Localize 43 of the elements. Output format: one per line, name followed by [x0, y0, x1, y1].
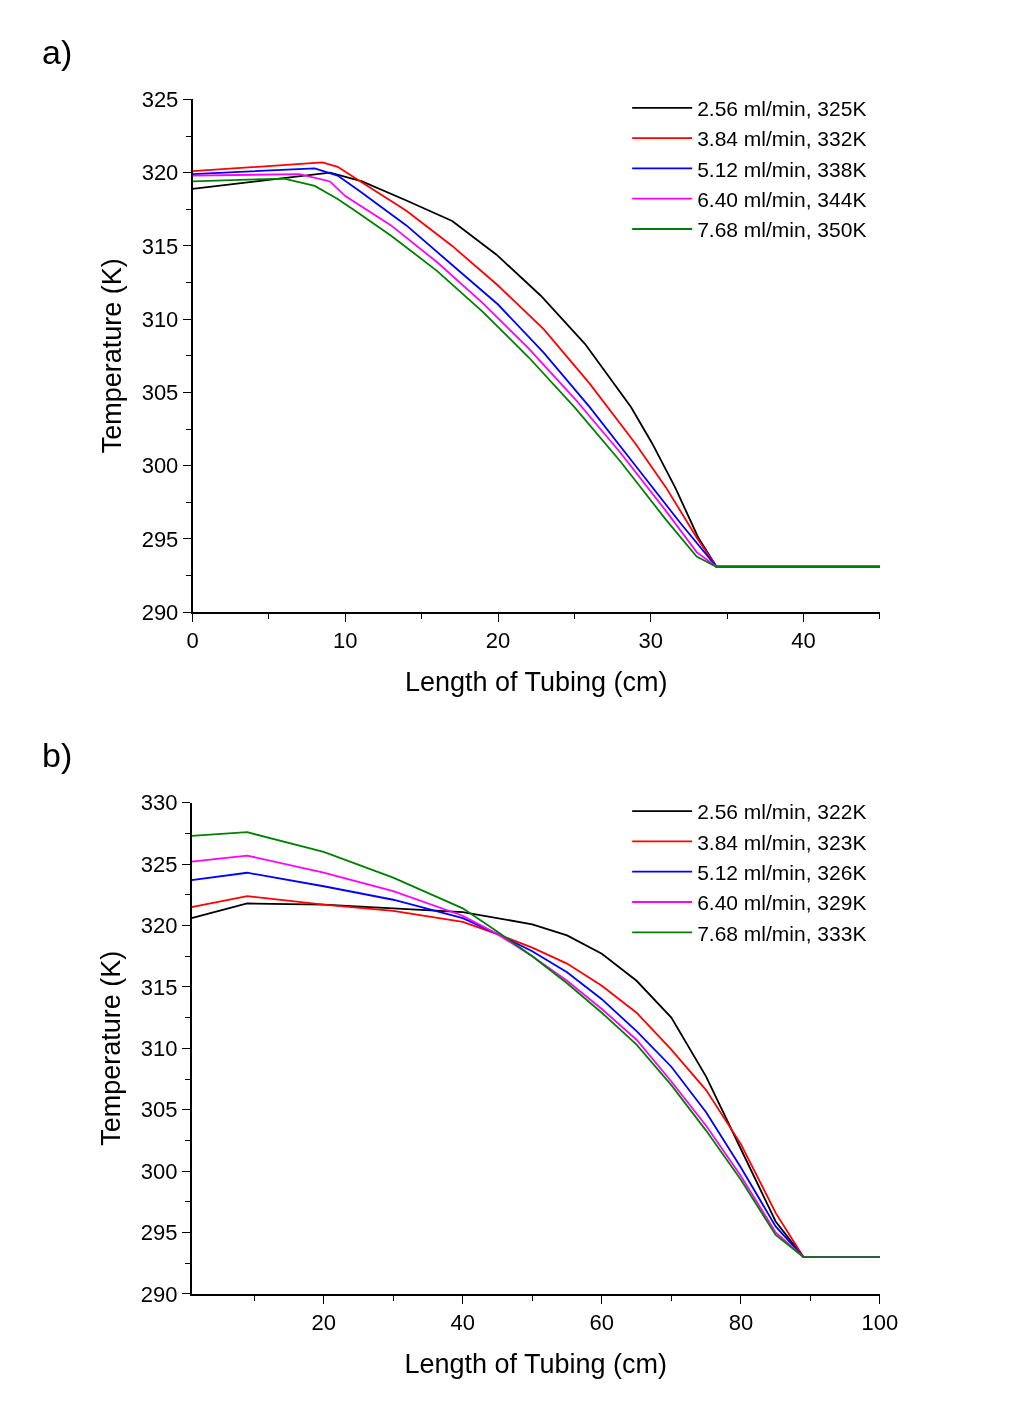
y-tick-label: 310 — [141, 306, 179, 332]
y-tick-label: 295 — [140, 1220, 178, 1246]
y-tick-label: 290 — [141, 599, 179, 625]
chart-title: b) — [42, 736, 73, 774]
y-tick-label: 305 — [140, 1097, 178, 1123]
y-tick-label: 320 — [140, 913, 178, 939]
x-axis-title: Length of Tubing (cm) — [404, 1348, 668, 1379]
y-tick-label: 295 — [141, 526, 179, 552]
y-tick-label: 305 — [141, 380, 179, 406]
legend-label: 2.56 ml/min, 322K — [697, 800, 867, 824]
legend-label: 7.68 ml/min, 350K — [697, 218, 867, 242]
x-tick-label: 60 — [589, 1310, 615, 1336]
y-tick-label: 315 — [140, 974, 178, 1000]
legend-label: 5.12 ml/min, 338K — [697, 157, 867, 181]
legend-label: 6.40 ml/min, 344K — [697, 187, 867, 211]
y-tick-label: 310 — [140, 1036, 178, 1062]
y-tick-label: 325 — [141, 87, 179, 113]
legend-label: 3.84 ml/min, 332K — [697, 127, 867, 151]
x-tick-label: 10 — [333, 628, 358, 654]
legend-label: 6.40 ml/min, 329K — [697, 891, 867, 915]
legend-label: 7.68 ml/min, 333K — [697, 921, 867, 945]
y-tick-label: 300 — [141, 453, 179, 479]
y-tick-label: 320 — [141, 160, 179, 186]
x-tick-label: 20 — [311, 1310, 336, 1336]
x-axis-title: Length of Tubing (cm) — [404, 667, 668, 698]
y-tick-label: 330 — [140, 790, 178, 816]
x-tick-label: 40 — [450, 1310, 475, 1336]
y-tick-label: 290 — [140, 1281, 178, 1307]
legend-label: 2.56 ml/min, 325K — [697, 96, 867, 120]
legend-label: 5.12 ml/min, 326K — [697, 860, 867, 884]
x-tick-label: 100 — [861, 1310, 899, 1336]
y-tick-label: 315 — [141, 233, 179, 259]
chart-title: a) — [42, 33, 73, 71]
x-tick-label: 20 — [485, 628, 511, 654]
y-tick-label: 325 — [140, 851, 178, 877]
y-axis-title: Temperature (K) — [96, 950, 127, 1146]
y-axis-title: Temperature (K) — [97, 258, 128, 454]
x-tick-label: 0 — [186, 628, 199, 654]
x-tick-label: 40 — [791, 628, 816, 654]
legend-label: 3.84 ml/min, 323K — [697, 830, 867, 854]
x-tick-label: 30 — [638, 628, 664, 654]
y-tick-label: 300 — [140, 1158, 178, 1184]
x-tick-label: 80 — [728, 1310, 754, 1336]
